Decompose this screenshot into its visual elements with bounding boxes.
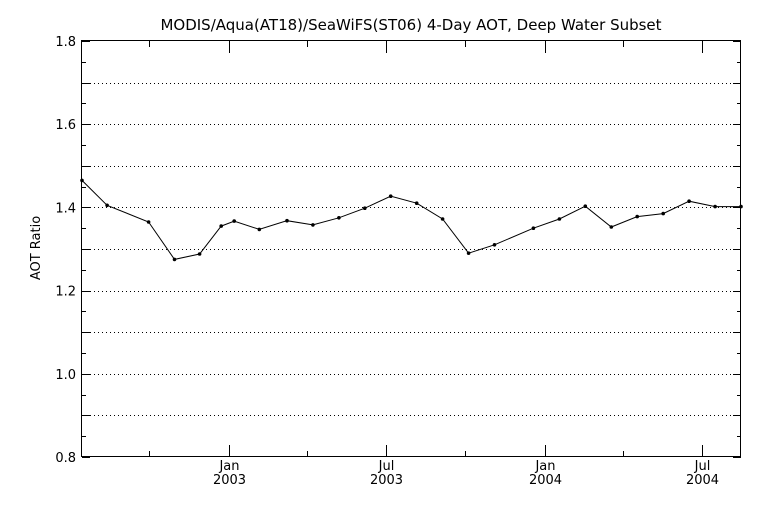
data-point: [531, 226, 536, 230]
x-tick-month-label: Jul: [694, 459, 711, 474]
data-point: [635, 214, 639, 219]
data-point: [197, 252, 202, 256]
x-tick-month-label: Jan: [218, 459, 239, 474]
data-point: [285, 218, 289, 223]
series-layer: [80, 178, 743, 262]
data-point: [388, 194, 393, 198]
data-point: [257, 227, 262, 232]
data-point: [713, 204, 717, 209]
data-point: [583, 204, 588, 208]
tick-labels: 0.81.01.21.41.61.8Jan2003Jul2003Jan2004J…: [55, 35, 719, 488]
data-point: [492, 243, 497, 247]
data-point: [414, 201, 419, 205]
data-point: [609, 225, 614, 229]
data-point: [219, 224, 223, 228]
y-tick-label: 1.6: [55, 118, 76, 133]
data-point: [739, 204, 743, 209]
x-tick-year-label: 2004: [529, 473, 562, 488]
data-point: [661, 211, 665, 216]
data-point: [687, 199, 691, 203]
x-tick-year-label: 2003: [213, 473, 246, 488]
data-point: [172, 257, 177, 262]
grid-lines: [82, 83, 741, 416]
data-point: [440, 217, 445, 221]
data-point: [146, 220, 151, 224]
plot-frame: [81, 40, 741, 457]
y-axis-label: AOT Ratio: [29, 216, 44, 280]
y-tick-label: 1.2: [55, 285, 76, 300]
y-tick-label: 1.8: [55, 35, 76, 50]
data-point: [466, 251, 471, 255]
x-tick-year-label: 2003: [370, 473, 403, 488]
data-point: [311, 223, 315, 227]
y-tick-label: 1.0: [55, 368, 76, 383]
data-point: [337, 216, 341, 220]
x-tick-year-label: 2004: [686, 473, 719, 488]
data-point: [232, 219, 236, 223]
y-tick-label: 1.4: [55, 201, 76, 216]
data-point: [363, 206, 367, 210]
axis-ticks: [82, 41, 741, 458]
series-line: [81, 180, 741, 260]
chart-title: MODIS/Aqua(AT18)/SeaWiFS(ST06) 4-Day AOT…: [160, 16, 661, 34]
data-point: [105, 203, 109, 208]
y-tick-label: 0.8: [55, 451, 76, 466]
x-tick-month-label: Jan: [534, 459, 555, 474]
data-point: [80, 178, 84, 183]
x-tick-month-label: Jul: [378, 459, 395, 474]
data-point: [557, 217, 562, 221]
